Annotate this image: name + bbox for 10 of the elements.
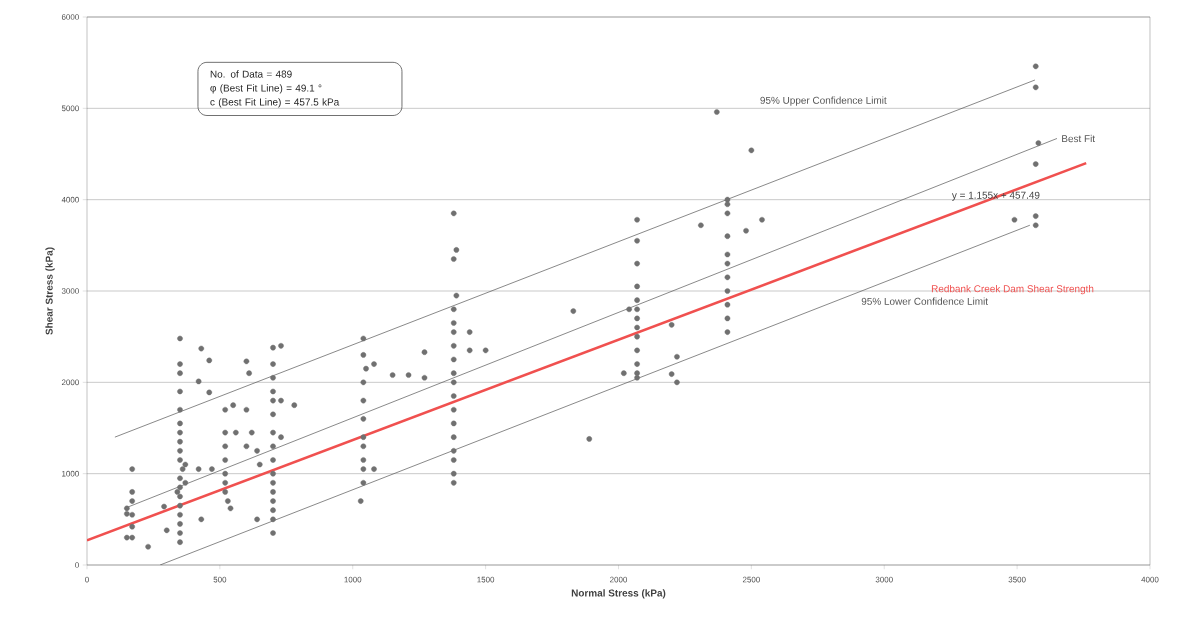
text: Redbank Creek Dam Shear Strength <box>931 284 1094 295</box>
annotation: c (Best Fit Line) = 457.5 kPa <box>210 98 340 108</box>
annotation: No. of Data = 489 <box>210 70 292 78</box>
annotation: y = 1.155x + 457.49 <box>951 191 1040 201</box>
series-label: Best Fit <box>1062 134 1096 143</box>
series-label: 95% Lower Confidence Limit <box>861 297 988 305</box>
annotation: φ (Best Fit Line) = 49.1 ° <box>210 84 322 94</box>
y-axis-title: Shear Stress (kPa) <box>45 247 55 335</box>
text: 95% Upper Confidence Limit <box>760 96 887 106</box>
x-axis-title: Normal Stress (kPa) <box>571 589 666 599</box>
